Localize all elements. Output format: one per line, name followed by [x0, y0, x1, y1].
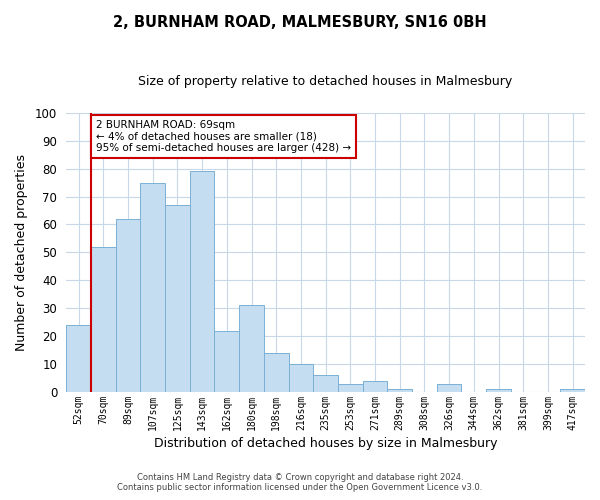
Bar [289, 364, 313, 392]
Bar [388, 389, 412, 392]
Text: 2 BURNHAM ROAD: 69sqm
← 4% of detached houses are smaller (18)
95% of semi-detac: 2 BURNHAM ROAD: 69sqm ← 4% of detached h… [96, 120, 351, 153]
X-axis label: Distribution of detached houses by size in Malmesbury: Distribution of detached houses by size … [154, 437, 497, 450]
Bar [486, 389, 511, 392]
Bar [313, 376, 338, 392]
Bar [140, 182, 165, 392]
Bar [214, 330, 239, 392]
Bar [239, 306, 264, 392]
Bar [437, 384, 461, 392]
Text: 2, BURNHAM ROAD, MALMESBURY, SN16 0BH: 2, BURNHAM ROAD, MALMESBURY, SN16 0BH [113, 15, 487, 30]
Bar [116, 219, 140, 392]
Bar [264, 353, 289, 392]
Text: Contains HM Land Registry data © Crown copyright and database right 2024.
Contai: Contains HM Land Registry data © Crown c… [118, 473, 482, 492]
Bar [91, 247, 116, 392]
Bar [338, 384, 362, 392]
Bar [190, 172, 214, 392]
Bar [362, 381, 388, 392]
Bar [66, 325, 91, 392]
Title: Size of property relative to detached houses in Malmesbury: Size of property relative to detached ho… [139, 75, 513, 88]
Bar [165, 205, 190, 392]
Bar [560, 389, 585, 392]
Y-axis label: Number of detached properties: Number of detached properties [15, 154, 28, 351]
